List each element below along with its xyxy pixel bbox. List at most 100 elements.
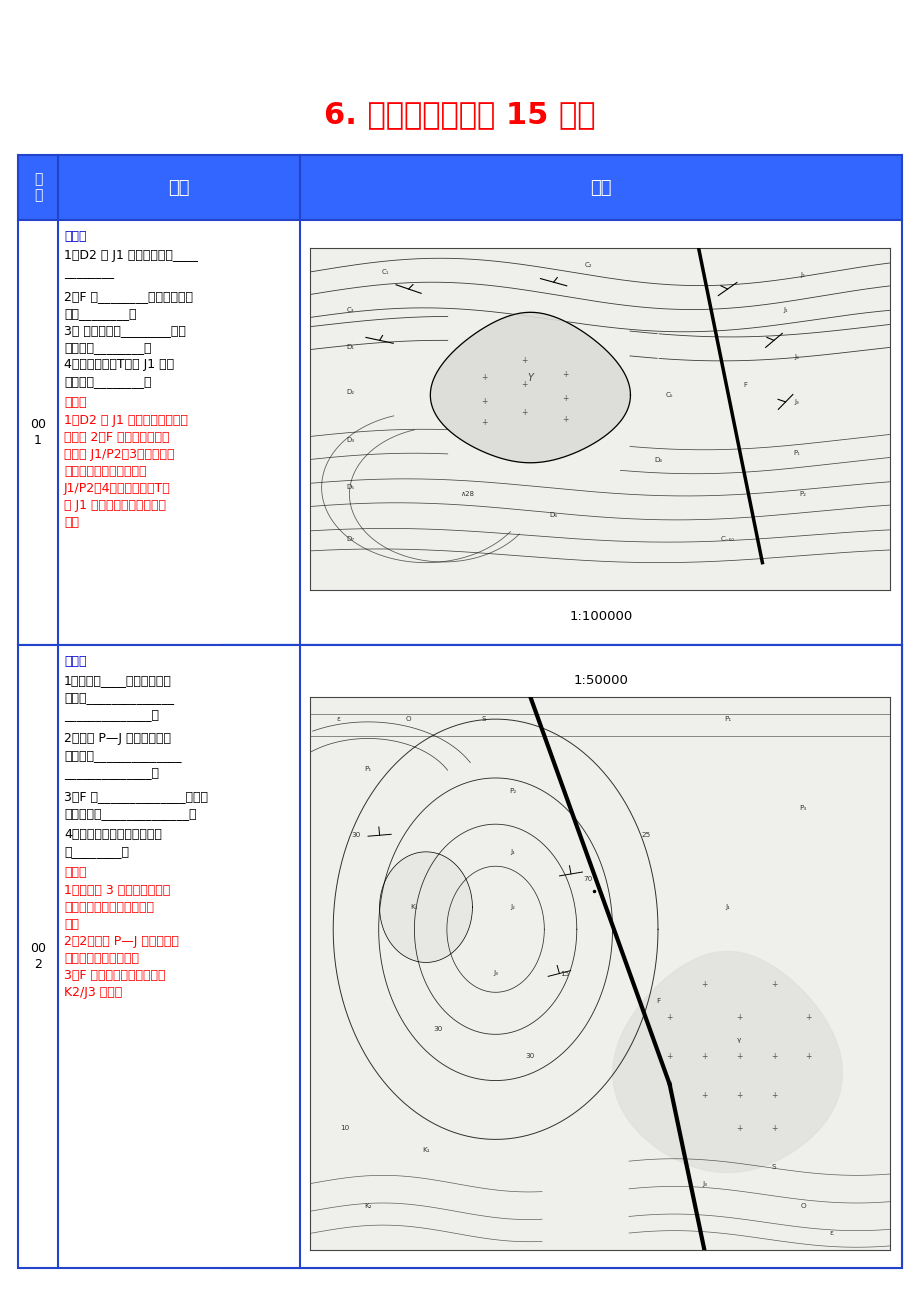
Text: C₁: C₁ xyxy=(381,270,389,275)
Text: F: F xyxy=(655,999,659,1004)
Text: C₂: C₂ xyxy=(584,262,592,268)
Text: 3、 褶皱形态为________，形: 3、 褶皱形态为________，形 xyxy=(64,324,186,337)
Text: 问题：: 问题： xyxy=(64,230,86,243)
Text: 4、各地质事件序列由老到新: 4、各地质事件序列由老到新 xyxy=(64,828,162,841)
Text: 不整合 2、F 为逆断层，形成: 不整合 2、F 为逆断层，形成 xyxy=(64,431,169,444)
Text: +: + xyxy=(521,408,528,417)
Text: +: + xyxy=(805,1052,811,1061)
Text: 与 J1 的接触关系为角度不整: 与 J1 的接触关系为角度不整 xyxy=(64,499,165,512)
Text: J₁: J₁ xyxy=(724,904,730,910)
Text: D₇: D₇ xyxy=(346,535,354,542)
Text: P₂: P₂ xyxy=(799,491,806,497)
Text: 答案：: 答案： xyxy=(64,396,86,409)
Text: 1、图中有 3 个不整合，其类: 1、图中有 3 个不整合，其类 xyxy=(64,884,170,897)
Text: 70: 70 xyxy=(584,876,593,883)
Text: 合。: 合。 xyxy=(64,918,79,931)
Bar xyxy=(220,644,901,1268)
Text: 触关系为________。: 触关系为________。 xyxy=(64,375,152,388)
Text: +: + xyxy=(521,380,528,389)
Text: 2、2、图中 P—J 形成的褶皱: 2、2、图中 P—J 形成的褶皱 xyxy=(64,935,178,948)
Polygon shape xyxy=(430,312,630,462)
Bar xyxy=(18,644,901,1268)
Text: 答案：: 答案： xyxy=(64,866,86,879)
Text: 形成时代为______________。: 形成时代为______________。 xyxy=(64,807,197,819)
Bar xyxy=(18,155,901,220)
Text: 30: 30 xyxy=(525,1053,535,1060)
Text: J₃: J₃ xyxy=(794,354,799,361)
Text: 1、D2 与 J1 的接触关系为____: 1、D2 与 J1 的接触关系为____ xyxy=(64,249,198,262)
Text: K₁: K₁ xyxy=(410,904,418,910)
Text: ∧28: ∧28 xyxy=(460,491,473,497)
Text: 3、F 是正断层，形成时代为: 3、F 是正断层，形成时代为 xyxy=(64,969,165,982)
Text: γ: γ xyxy=(736,1036,741,1043)
Text: J₂: J₂ xyxy=(510,904,515,910)
Text: +: + xyxy=(700,980,707,990)
Text: J₃: J₃ xyxy=(794,398,799,405)
Text: D₃: D₃ xyxy=(346,436,354,443)
Text: +: + xyxy=(735,1013,742,1022)
Text: +: + xyxy=(770,1052,777,1061)
Text: +: + xyxy=(770,1091,777,1100)
Text: J₃: J₃ xyxy=(493,970,497,976)
Text: C₅: C₅ xyxy=(665,392,673,398)
Text: +: + xyxy=(735,1052,742,1061)
Text: ______________。: ______________。 xyxy=(64,766,159,779)
Polygon shape xyxy=(612,952,842,1173)
Text: 1:100000: 1:100000 xyxy=(569,611,632,624)
Text: +: + xyxy=(770,1124,777,1133)
Text: 00
1: 00 1 xyxy=(30,418,46,447)
Text: +: + xyxy=(562,414,568,423)
Text: D₁: D₁ xyxy=(346,344,354,350)
Text: P₁: P₁ xyxy=(723,716,731,723)
Text: 2、图中 P—J 形成的褶皱位: 2、图中 P—J 形成的褶皱位 xyxy=(64,732,171,745)
Polygon shape xyxy=(380,852,471,962)
Text: 态类型为______________: 态类型为______________ xyxy=(64,749,181,762)
Text: J1/P2。4、花岗岩体（T）: J1/P2。4、花岗岩体（T） xyxy=(64,482,171,495)
Text: 为________。: 为________。 xyxy=(64,845,129,858)
Text: 类型为______________: 类型为______________ xyxy=(64,691,174,704)
Text: O: O xyxy=(800,1203,805,1208)
Text: +: + xyxy=(481,418,487,427)
Text: 25: 25 xyxy=(641,832,651,838)
Text: 30: 30 xyxy=(351,832,360,838)
Text: S: S xyxy=(482,716,486,723)
Text: ε: ε xyxy=(336,716,341,723)
Text: J₁: J₁ xyxy=(782,306,787,312)
Text: O: O xyxy=(405,716,411,723)
Text: J₃: J₃ xyxy=(701,1181,706,1186)
Text: +: + xyxy=(805,1013,811,1022)
Text: +: + xyxy=(665,1052,672,1061)
Text: 图形: 图形 xyxy=(590,178,611,197)
Text: +: + xyxy=(562,370,568,379)
Text: ______________。: ______________。 xyxy=(64,708,159,721)
Bar xyxy=(18,220,901,644)
Text: 6. 综合读图题（共 15 道）: 6. 综合读图题（共 15 道） xyxy=(323,100,596,129)
Text: 位态类型为直立倾伏。: 位态类型为直立倾伏。 xyxy=(64,952,139,965)
Text: +: + xyxy=(481,374,487,383)
Text: 30: 30 xyxy=(433,1026,442,1031)
Text: C₃: C₃ xyxy=(346,306,354,312)
Text: C₋₆₀: C₋₆₀ xyxy=(720,535,734,542)
Text: 问题：: 问题： xyxy=(64,655,86,668)
Text: 时代为 J1/P2。3、褶皱形态: 时代为 J1/P2。3、褶皱形态 xyxy=(64,448,175,461)
Text: 1:50000: 1:50000 xyxy=(573,673,628,686)
Text: P₁: P₁ xyxy=(364,766,371,772)
Text: K₂: K₂ xyxy=(364,1203,371,1208)
Text: ________: ________ xyxy=(64,266,114,279)
Text: D₅: D₅ xyxy=(346,484,355,491)
Text: 3、F 是______________断层，: 3、F 是______________断层， xyxy=(64,789,208,802)
Text: D₆: D₆ xyxy=(549,512,557,518)
Text: 序
号: 序 号 xyxy=(34,172,42,203)
Text: Y: Y xyxy=(527,372,533,383)
Text: 2、F 为________断层，形成时: 2、F 为________断层，形成时 xyxy=(64,290,193,303)
Text: 合。: 合。 xyxy=(64,516,79,529)
Text: 成时代为________。: 成时代为________。 xyxy=(64,341,152,354)
Text: +: + xyxy=(770,980,777,990)
Text: K2/J3 之间。: K2/J3 之间。 xyxy=(64,986,122,999)
Text: +: + xyxy=(562,395,568,404)
Text: F: F xyxy=(743,381,746,388)
Text: +: + xyxy=(700,1052,707,1061)
Text: P₂: P₂ xyxy=(509,788,516,794)
Text: +: + xyxy=(521,357,528,366)
Text: 1、D2 与 J1 的接触关系为角度: 1、D2 与 J1 的接触关系为角度 xyxy=(64,414,187,427)
